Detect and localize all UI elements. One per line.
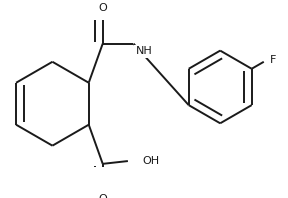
Text: O: O: [98, 194, 107, 198]
Text: OH: OH: [143, 156, 160, 166]
Text: F: F: [270, 55, 276, 65]
Text: NH: NH: [136, 46, 152, 56]
Text: O: O: [98, 3, 107, 13]
